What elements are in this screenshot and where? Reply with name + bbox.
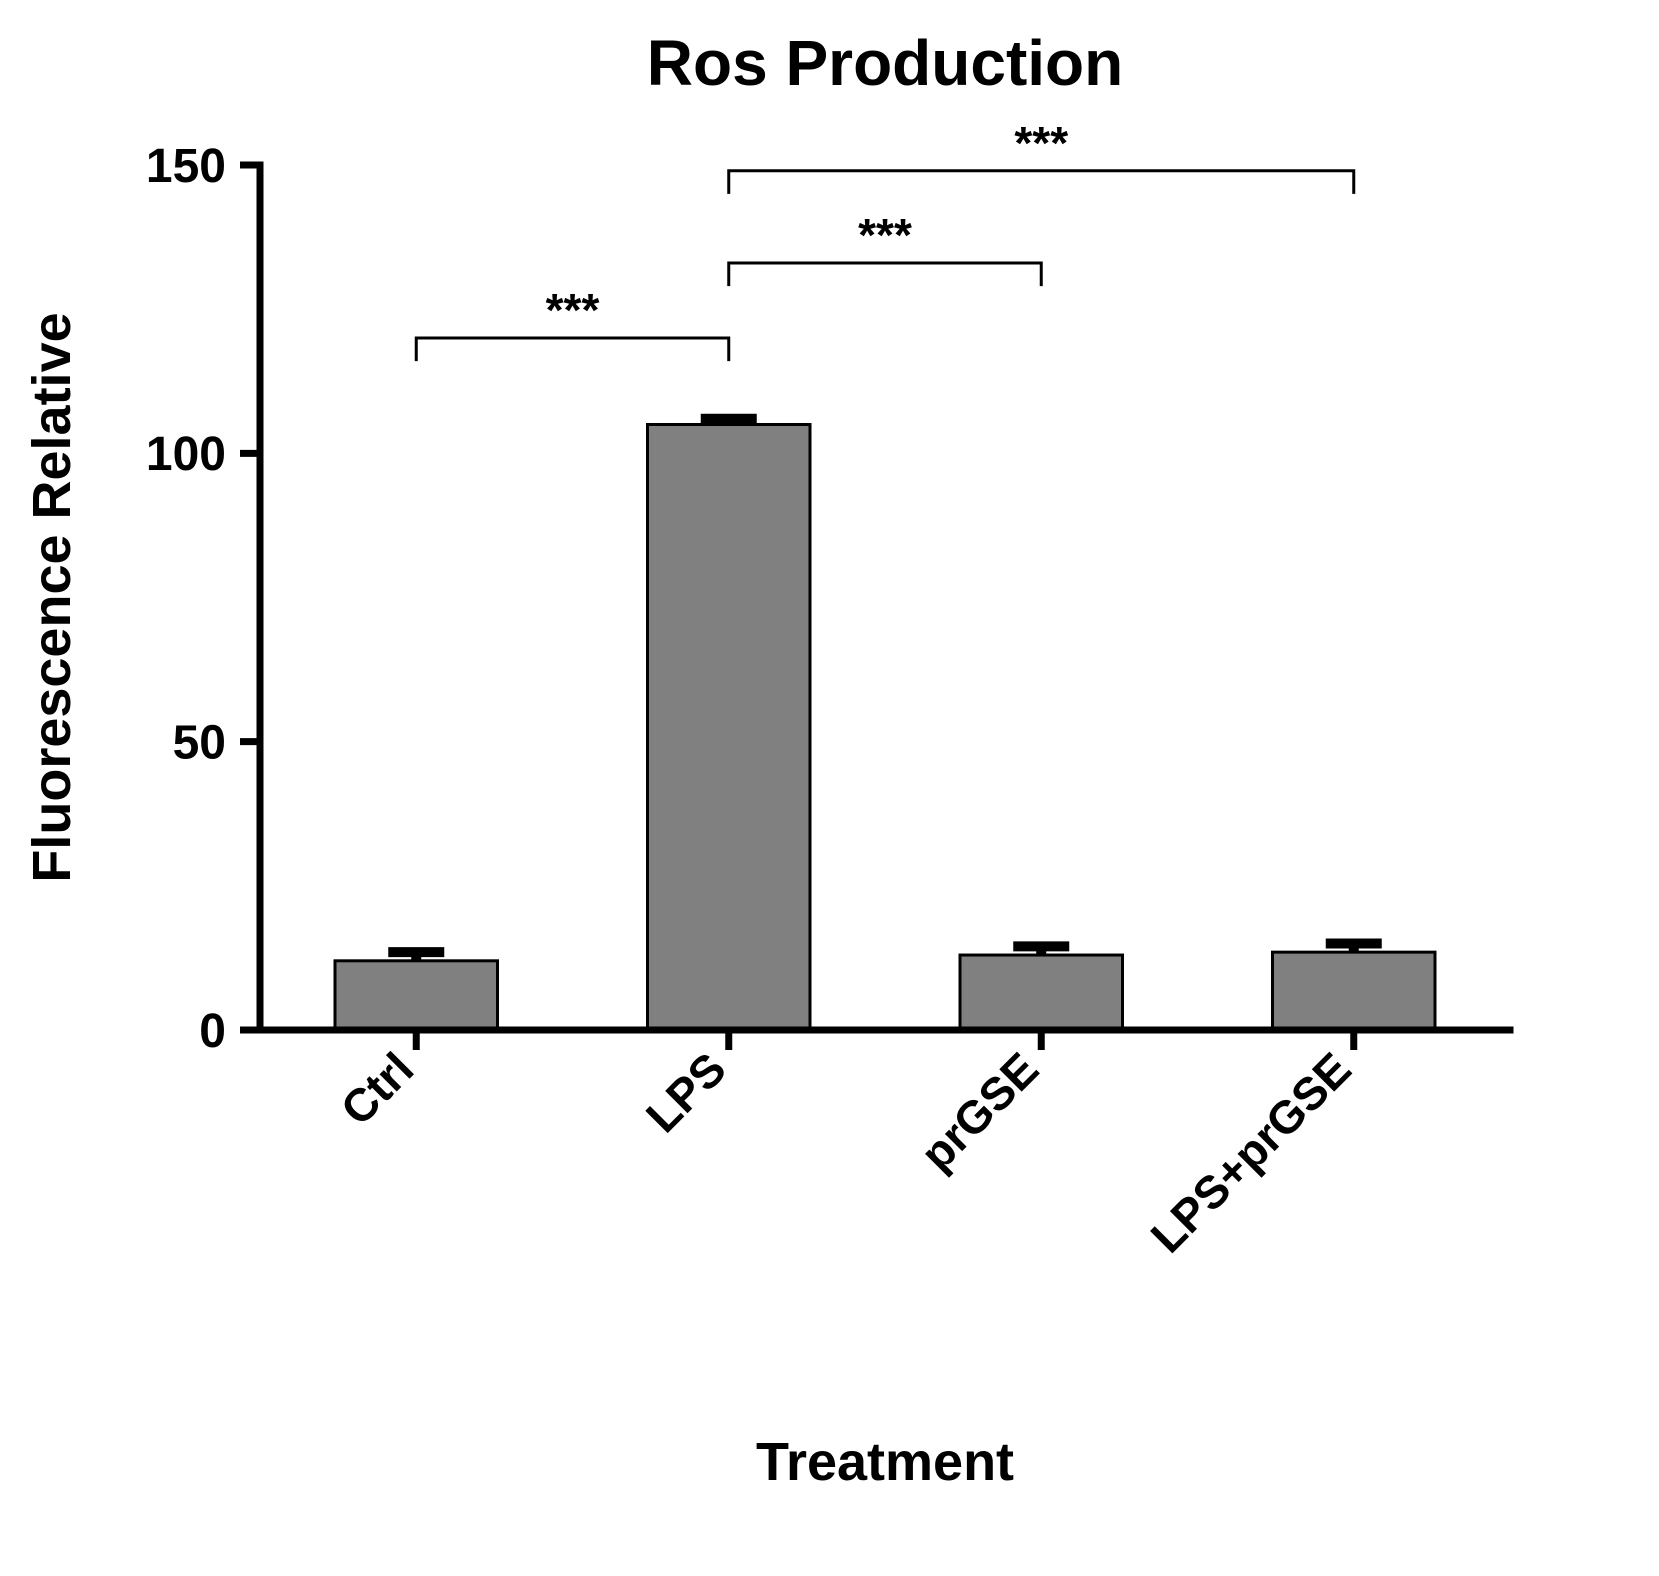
- y-tick-label: 150: [146, 140, 226, 193]
- bar: [335, 961, 498, 1030]
- bar: [1273, 952, 1436, 1030]
- significance-label: ***: [546, 284, 600, 336]
- chart-title: Ros Production: [647, 27, 1123, 99]
- y-axis-label: Fluorescence Relative: [22, 312, 82, 882]
- bar-chart: Ros Production Fluorescence Relative Treat…: [0, 0, 1659, 1576]
- y-tick-label: 0: [199, 1005, 226, 1058]
- bar: [960, 955, 1123, 1030]
- significance-label: ***: [858, 209, 912, 261]
- x-axis-label: Treatment: [756, 1432, 1014, 1492]
- significance-label: ***: [1014, 117, 1068, 169]
- y-tick-label: 50: [173, 716, 226, 769]
- chart-container: Ros Production Fluorescence Relative Treat…: [0, 0, 1659, 1576]
- bar: [648, 425, 811, 1031]
- y-tick-label: 100: [146, 428, 226, 481]
